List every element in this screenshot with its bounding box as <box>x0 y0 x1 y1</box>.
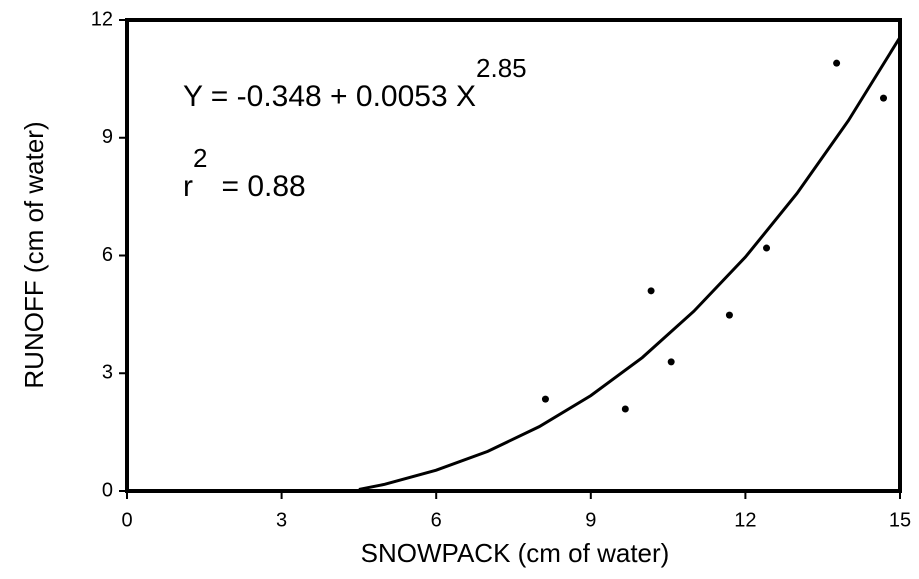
data-point <box>647 287 655 295</box>
y-tick-label: 3 <box>102 362 113 384</box>
data-point <box>725 311 733 319</box>
x-tick-label: 3 <box>276 509 287 531</box>
data-point <box>667 358 675 366</box>
data-point <box>763 244 771 252</box>
x-tick-label: 15 <box>889 509 911 531</box>
x-tick-label: 9 <box>585 509 596 531</box>
y-tick-label: 9 <box>102 126 113 148</box>
annotation-superscript: 2 <box>193 143 207 173</box>
y-tick-label: 0 <box>102 479 113 501</box>
x-tick-label: 6 <box>431 509 442 531</box>
x-tick-label: 0 <box>121 509 132 531</box>
data-point <box>880 94 888 102</box>
y-tick-label: 12 <box>91 8 113 30</box>
data-point <box>833 59 841 67</box>
annotation-text: r <box>183 170 193 203</box>
annotation: r2 = 0.88 <box>183 143 306 203</box>
annotation-superscript: 2.85 <box>476 53 527 83</box>
y-axis-label: RUNOFF (cm of water) <box>19 121 49 388</box>
annotation-suffix: = 0.88 <box>221 170 305 203</box>
data-point <box>621 405 629 413</box>
fit-curve <box>358 36 902 491</box>
x-tick-label: 12 <box>734 509 756 531</box>
x-axis-label: SNOWPACK (cm of water) <box>361 538 670 568</box>
y-tick-label: 6 <box>102 244 113 266</box>
annotation: Y = -0.348 + 0.0053 X2.85 <box>183 53 527 113</box>
annotation-text: Y = -0.348 + 0.0053 X <box>183 80 476 113</box>
data-point <box>541 395 549 403</box>
